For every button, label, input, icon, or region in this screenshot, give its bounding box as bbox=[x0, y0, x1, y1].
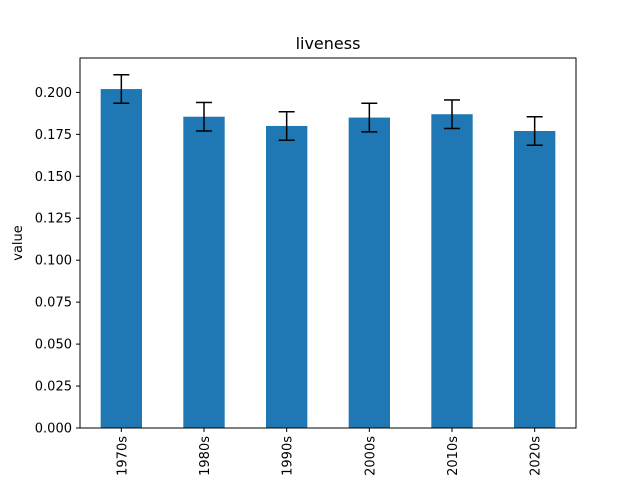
bar-1970s bbox=[100, 89, 142, 428]
error-bar-2020s bbox=[526, 115, 543, 147]
bar-1990s bbox=[266, 125, 308, 429]
y-tick-label-0.000: 0.000 bbox=[35, 422, 72, 437]
y-tick-label-0.150: 0.150 bbox=[35, 170, 72, 185]
error-bar-1970s bbox=[113, 74, 130, 105]
bars-group bbox=[100, 89, 556, 429]
x-tick-label-1990s: 1990s bbox=[281, 436, 296, 476]
y-tick-label-0.175: 0.175 bbox=[35, 128, 72, 143]
error-bars-group bbox=[113, 74, 543, 147]
x-tick-label-1980s: 1980s bbox=[198, 436, 213, 476]
y-tick-label-0.125: 0.125 bbox=[35, 212, 72, 227]
y-axis: 0.000 0.025 0.050 0.075 0.100 0.125 0.150 0.175… bbox=[35, 86, 80, 437]
y-tick-label-0.100: 0.100 bbox=[35, 254, 72, 269]
error-bar-1990s bbox=[278, 110, 295, 141]
y-tick-label-0.050: 0.050 bbox=[35, 338, 72, 353]
x-tick-label-2000s: 2000s bbox=[363, 436, 378, 476]
y-tick-label-0.200: 0.200 bbox=[35, 86, 72, 101]
bar-2000s bbox=[348, 117, 390, 429]
x-tick-label-2020s: 2020s bbox=[529, 436, 544, 476]
y-tick-label-0.075: 0.075 bbox=[35, 296, 72, 311]
bar-2010s bbox=[431, 114, 473, 429]
x-tick-label-2010s: 2010s bbox=[446, 436, 461, 476]
bar-2020s bbox=[514, 130, 556, 428]
plot-frame bbox=[79, 57, 577, 429]
error-bar-2010s bbox=[444, 99, 460, 130]
error-bar-2000s bbox=[361, 102, 378, 133]
chart-title: liveness bbox=[296, 34, 361, 53]
bar-1980s bbox=[183, 116, 225, 428]
x-axis: 1970s 1980s 1990s 2000s 2010s 2020s bbox=[115, 428, 544, 476]
x-tick-label-1970s: 1970s bbox=[115, 436, 130, 476]
y-tick-label-0.025: 0.025 bbox=[35, 380, 72, 395]
error-bar-1980s bbox=[196, 101, 212, 132]
y-axis-label: value bbox=[11, 225, 26, 261]
